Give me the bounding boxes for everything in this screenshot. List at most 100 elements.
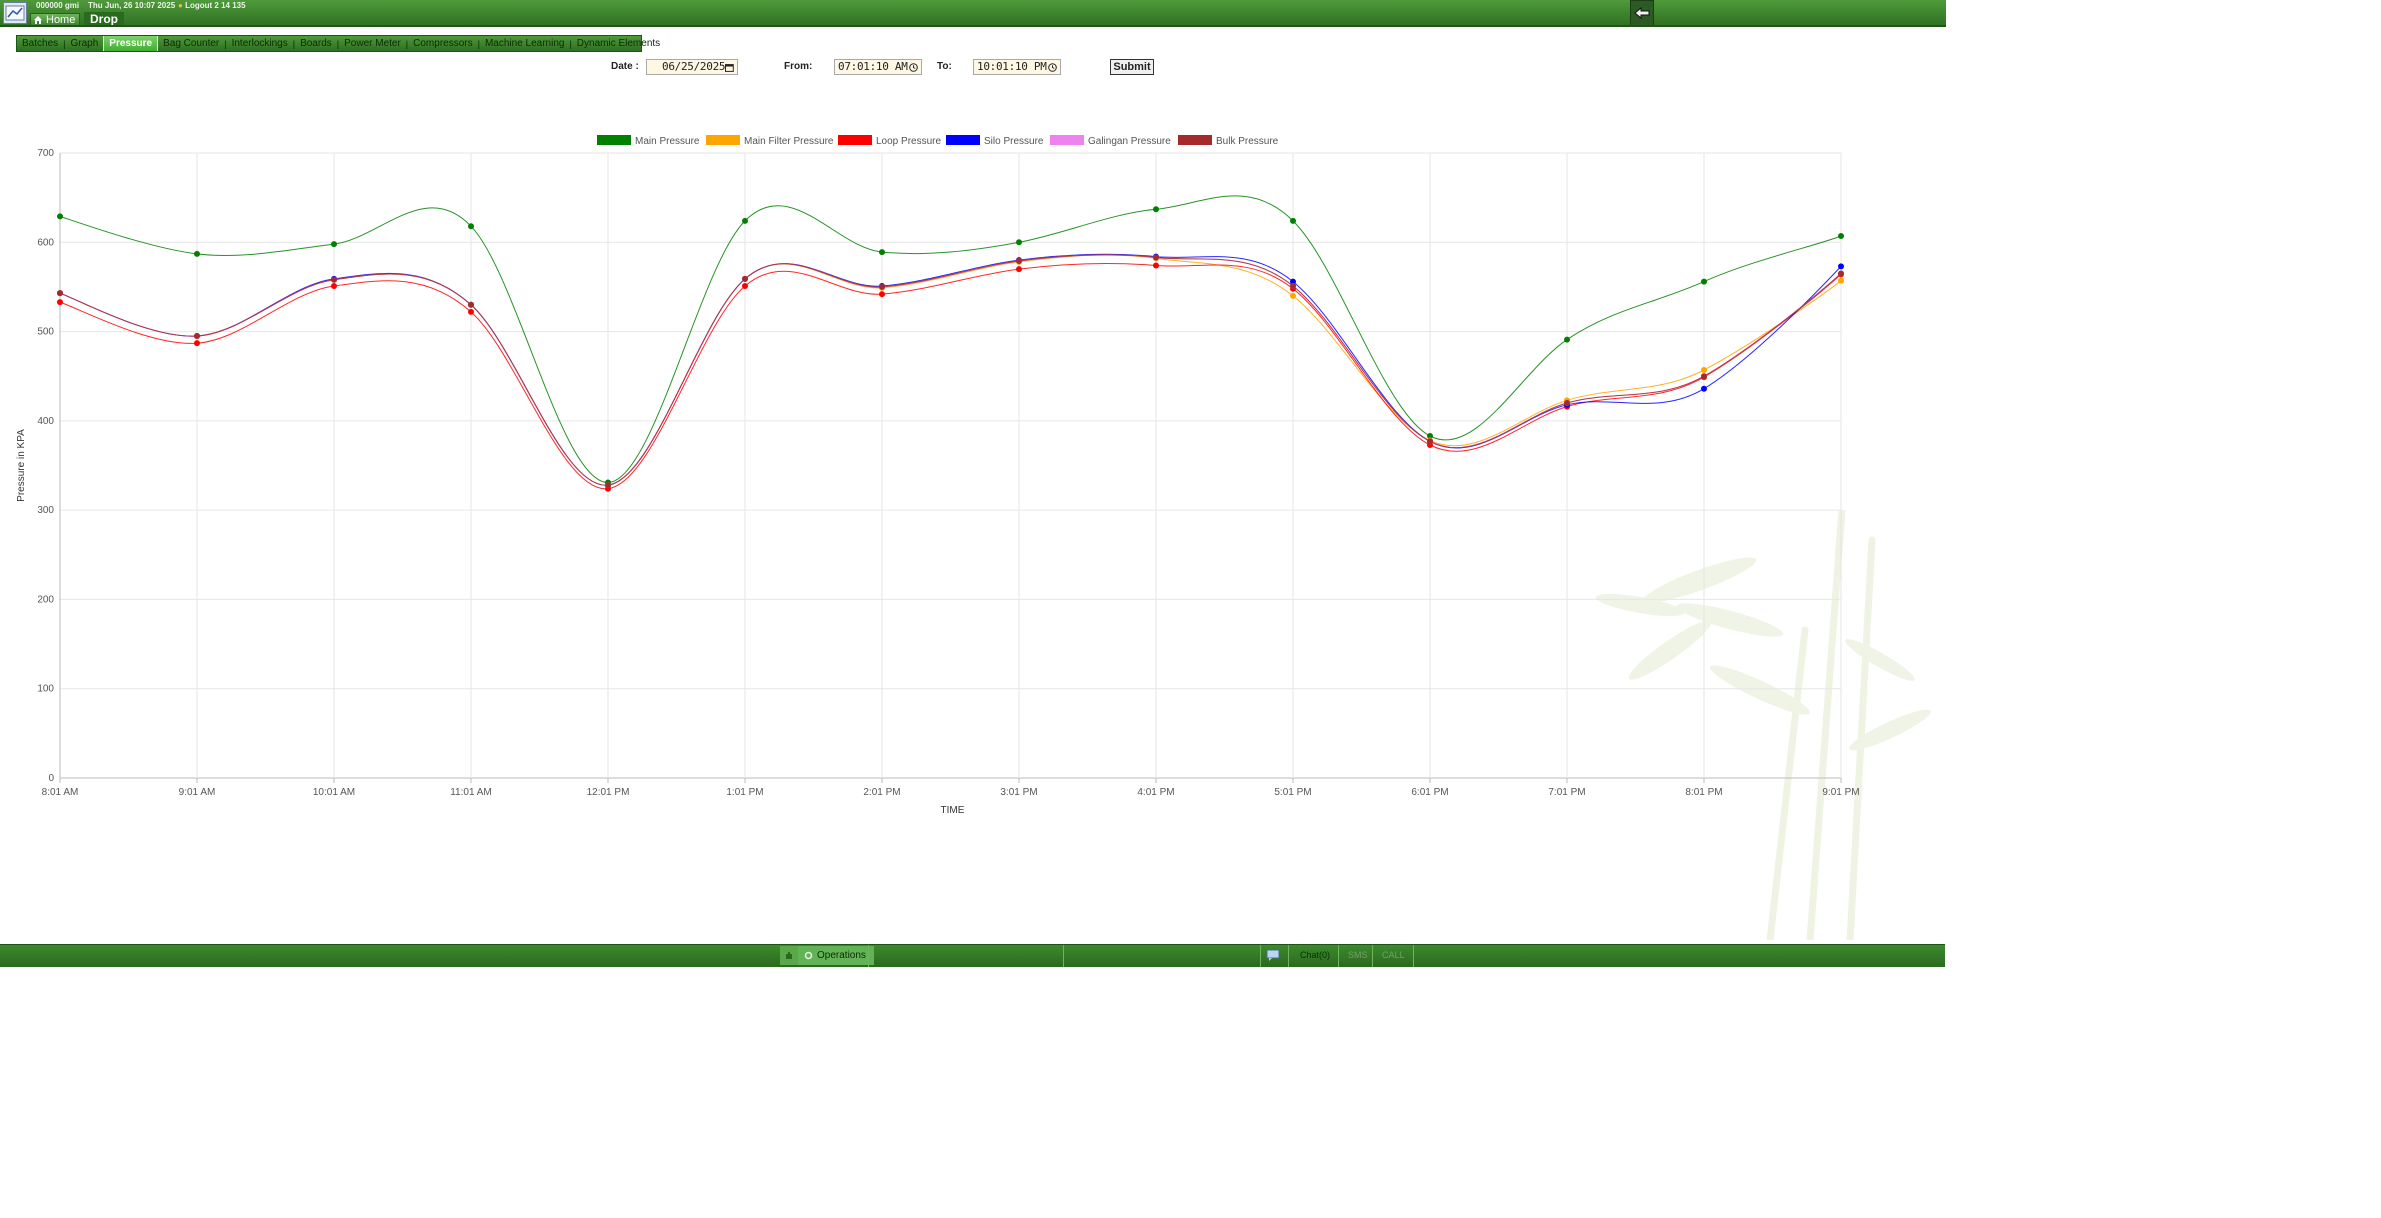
data-point[interactable]: [468, 301, 474, 308]
date-value: 06/25/2025: [662, 60, 726, 73]
y-tick-label: 0: [48, 773, 54, 784]
y-tick-label: 100: [37, 684, 54, 695]
x-tick-label: 11:01 AM: [450, 787, 492, 798]
filter-bar: Date : 06/25/2025 From: 07:01:10 AM To: …: [0, 58, 1300, 76]
submit-button[interactable]: Submit: [1110, 59, 1154, 75]
data-point[interactable]: [1564, 336, 1570, 343]
tab-batches[interactable]: Batches: [22, 38, 59, 49]
data-point[interactable]: [1153, 262, 1159, 269]
legend-swatch[interactable]: [946, 135, 980, 145]
data-point[interactable]: [1701, 366, 1707, 373]
data-point[interactable]: [879, 291, 885, 298]
legend-label[interactable]: Silo Pressure: [984, 136, 1044, 147]
top-bar: 000000 gmi Thu Jun, 26 10:07 2025 ● Logo…: [0, 0, 1946, 27]
data-point[interactable]: [1838, 233, 1844, 240]
tab-dynamic-elements[interactable]: Dynamic Elements: [576, 38, 661, 49]
data-point[interactable]: [1564, 400, 1570, 406]
data-point[interactable]: [879, 249, 885, 256]
data-point[interactable]: [57, 290, 63, 297]
data-point[interactable]: [1838, 270, 1844, 277]
sms-link[interactable]: SMS: [1348, 950, 1368, 960]
clock-icon[interactable]: [909, 62, 918, 72]
pressure-chart-svg: Main Pressure Main Filter Pressure Loop Pr…: [16, 135, 1860, 816]
legend-label[interactable]: Main Pressure: [635, 136, 700, 147]
from-time-value: 07:01:10 AM: [838, 60, 908, 73]
data-point[interactable]: [605, 482, 611, 489]
legend-swatch[interactable]: [706, 135, 740, 145]
message-icon[interactable]: [1266, 949, 1280, 961]
data-point[interactable]: [57, 299, 63, 306]
data-point[interactable]: [1153, 206, 1159, 213]
chart-lines: [59, 195, 1842, 490]
data-point[interactable]: [468, 223, 474, 230]
data-point[interactable]: [1290, 217, 1296, 224]
tab-power-meter[interactable]: Power Meter: [344, 38, 401, 49]
tab-graph[interactable]: Graph: [70, 38, 99, 49]
gear-icon: [804, 951, 813, 960]
data-point[interactable]: [194, 333, 200, 340]
data-point[interactable]: [331, 241, 337, 248]
data-point[interactable]: [1838, 263, 1844, 270]
x-axis-label: TIME: [941, 805, 965, 816]
data-point[interactable]: [742, 217, 748, 224]
tab-separator: |: [63, 38, 66, 49]
legend-swatch[interactable]: [838, 135, 872, 145]
data-point[interactable]: [194, 250, 200, 257]
legend-swatch[interactable]: [597, 135, 631, 145]
data-point[interactable]: [1427, 438, 1433, 445]
tab-separator: |: [477, 38, 480, 49]
data-point[interactable]: [1701, 373, 1707, 380]
page-title: Drop: [84, 12, 124, 27]
operations-button[interactable]: Operations: [780, 946, 874, 965]
to-time-input[interactable]: 10:01:10 PM: [973, 59, 1061, 75]
legend-swatch[interactable]: [1178, 135, 1212, 145]
data-point[interactable]: [1701, 385, 1707, 392]
tab-boards[interactable]: Boards: [300, 38, 332, 49]
x-tick-label: 7:01 PM: [1548, 787, 1585, 798]
legend-swatch[interactable]: [1050, 135, 1084, 145]
call-link[interactable]: CALL: [1382, 950, 1405, 960]
data-point[interactable]: [468, 308, 474, 315]
data-point[interactable]: [331, 276, 337, 283]
data-point[interactable]: [1290, 292, 1296, 299]
series-line: [59, 254, 1842, 486]
tab-pressure[interactable]: Pressure: [103, 36, 159, 51]
legend-label[interactable]: Loop Pressure: [876, 136, 941, 147]
data-point[interactable]: [1290, 283, 1296, 290]
chat-link[interactable]: Chat(0): [1300, 950, 1331, 960]
logout-link[interactable]: ● Logout 2 14 135: [178, 1, 246, 10]
legend-label[interactable]: Galingan Pressure: [1088, 136, 1171, 147]
data-point[interactable]: [1016, 239, 1022, 246]
data-point[interactable]: [1701, 278, 1707, 285]
data-point[interactable]: [742, 275, 748, 282]
tab-compressors[interactable]: Compressors: [413, 38, 473, 49]
data-point[interactable]: [331, 283, 337, 290]
from-time-input[interactable]: 07:01:10 AM: [834, 59, 922, 75]
clock-icon[interactable]: [1048, 62, 1057, 72]
tab-separator: |: [224, 38, 227, 49]
tab-interlockings[interactable]: Interlockings: [231, 38, 288, 49]
data-point[interactable]: [1153, 254, 1159, 261]
date-input[interactable]: 06/25/2025: [646, 59, 738, 75]
data-point[interactable]: [1838, 277, 1844, 284]
data-point[interactable]: [879, 283, 885, 290]
to-time-value: 10:01:10 PM: [977, 60, 1047, 73]
legend-label[interactable]: Main Filter Pressure: [744, 136, 834, 147]
data-point[interactable]: [1290, 278, 1296, 285]
data-point[interactable]: [742, 283, 748, 290]
tab-separator: |: [336, 38, 340, 49]
tab-bag-counter[interactable]: Bag Counter: [163, 38, 220, 49]
app-logo-icon[interactable]: [3, 2, 27, 24]
back-button[interactable]: [1630, 0, 1654, 26]
calendar-icon[interactable]: [725, 63, 734, 72]
x-tick-label: 1:01 PM: [726, 787, 763, 798]
tab-machine-learning[interactable]: Machine Learning: [484, 38, 565, 49]
nav-tabs: Batches | Graph Pressure Bag Counter | I…: [16, 35, 660, 52]
legend-label[interactable]: Bulk Pressure: [1216, 136, 1279, 147]
x-tick-label: 2:01 PM: [863, 787, 900, 798]
data-point[interactable]: [1016, 266, 1022, 273]
data-point[interactable]: [194, 340, 200, 347]
data-point[interactable]: [1427, 433, 1433, 440]
data-point[interactable]: [57, 213, 63, 220]
data-point[interactable]: [1016, 258, 1022, 265]
